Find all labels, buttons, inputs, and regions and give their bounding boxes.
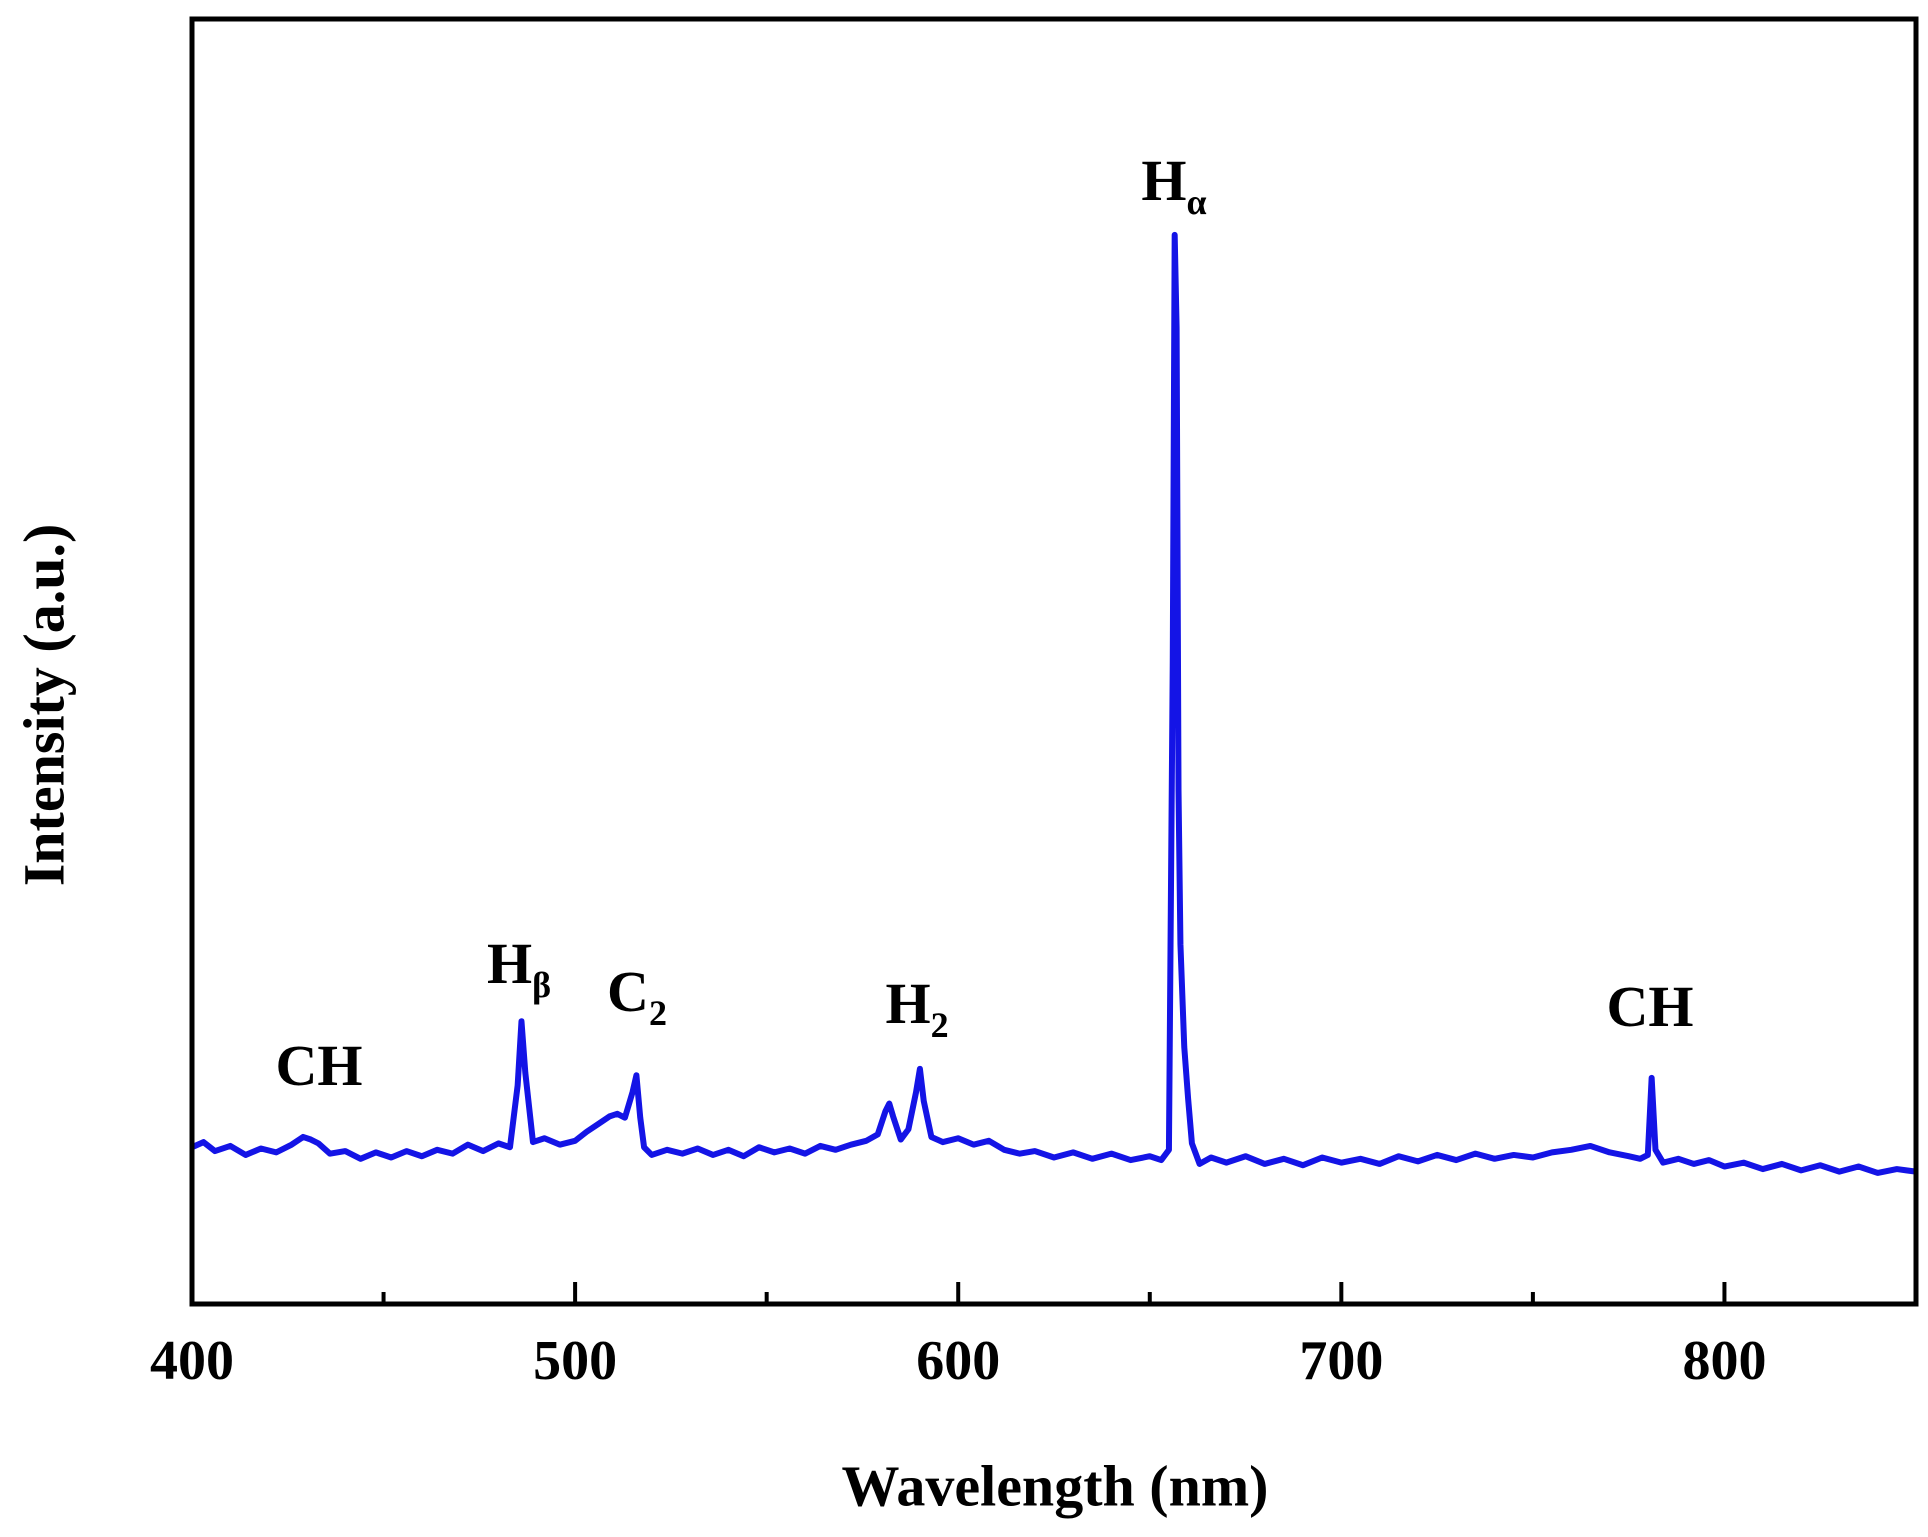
peak-label-text: CH — [276, 1033, 363, 1098]
peak-label-text: C — [607, 959, 649, 1024]
peak-label: C2 — [607, 959, 667, 1033]
x-tick-label: 700 — [1299, 1330, 1383, 1392]
peak-label-text: H — [1141, 148, 1186, 213]
peak-label: Hα — [1141, 148, 1206, 222]
y-axis-title: Intensity (a.u.) — [11, 524, 76, 887]
peak-label: CH — [276, 1033, 363, 1098]
peak-label-subscript: β — [532, 965, 551, 1005]
plot-frame — [189, 16, 1919, 1307]
peak-label-text: CH — [1607, 974, 1694, 1039]
x-tick-label: 800 — [1682, 1330, 1766, 1392]
peak-label-subscript: 2 — [931, 1005, 949, 1045]
x-axis-title: Wavelength (nm) — [842, 1453, 1269, 1518]
peak-label: Hβ — [487, 931, 551, 1005]
peak-label: CH — [1607, 974, 1694, 1039]
peak-label-text: H — [487, 931, 532, 996]
peak-label-subscript: α — [1187, 182, 1207, 222]
spectrum-line — [190, 231, 1917, 1176]
x-tick-label: 400 — [150, 1330, 234, 1392]
x-tick-label: 500 — [533, 1330, 617, 1392]
peak-label-subscript: 2 — [649, 993, 667, 1033]
x-tick-label: 600 — [916, 1330, 1000, 1392]
peak-label: H2 — [885, 971, 948, 1045]
peak-label-text: H — [885, 971, 930, 1036]
